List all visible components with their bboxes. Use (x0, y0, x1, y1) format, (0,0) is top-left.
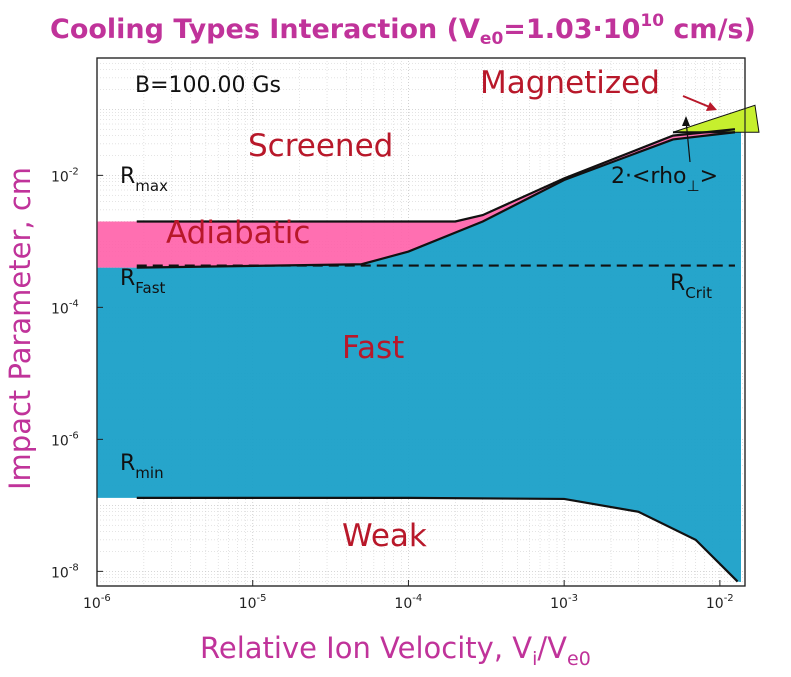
region-label-adiabatic: Adiabatic (166, 215, 310, 251)
x-tick-label: 10-6 (83, 593, 111, 612)
y-axis-label: Impact Parameter, cm (3, 167, 37, 490)
axis-ticks: 10-6 10-5 10-4 10-3 10-210-810-610-410-2 (51, 166, 734, 612)
b-field-label: B=100.00 Gs (135, 73, 281, 98)
chart-title: Cooling Types Interaction (Ve0=1.03·1010… (50, 11, 756, 49)
line-rmax (136, 128, 736, 223)
y-tick-label: 10-6 (51, 430, 79, 449)
magnetized-arrow (682, 95, 713, 109)
regions (97, 104, 760, 582)
label-rho: 2·<rho⊥> (611, 164, 718, 195)
x-tick-label: 10-2 (706, 593, 734, 612)
region-label-screened: Screened (248, 128, 393, 164)
y-tick-label: 10-8 (51, 562, 79, 581)
boundary-lines (136, 128, 739, 583)
label-rmin: Rmin (120, 451, 164, 482)
line-rmin (136, 496, 739, 583)
region-fast (97, 132, 741, 582)
annotation-arrows (682, 95, 717, 163)
x-tick-label: 10-3 (550, 593, 578, 612)
line-rfast (136, 131, 736, 269)
x-axis-label: Relative Ion Velocity, Vi/Ve0 (200, 631, 591, 670)
x-tick-label: 10-4 (394, 593, 422, 612)
label-rmax: Rmax (120, 164, 168, 195)
region-adiabatic (97, 129, 735, 268)
region-label-fast: Fast (342, 330, 404, 366)
y-tick-label: 10-2 (51, 166, 79, 185)
rho-arrow (685, 119, 691, 163)
magnetized-arrow-head (706, 102, 717, 111)
label-rcrit: RCrit (670, 271, 712, 302)
x-tick-label: 10-5 (239, 593, 267, 612)
label-rfast: RFast (120, 266, 166, 297)
y-tick-label: 10-4 (51, 298, 79, 317)
region-label-weak: Weak (342, 518, 427, 554)
region-label-magnetized: Magnetized (480, 65, 660, 101)
rho-arrow-head (682, 116, 690, 126)
axes-frame (96, 57, 746, 587)
